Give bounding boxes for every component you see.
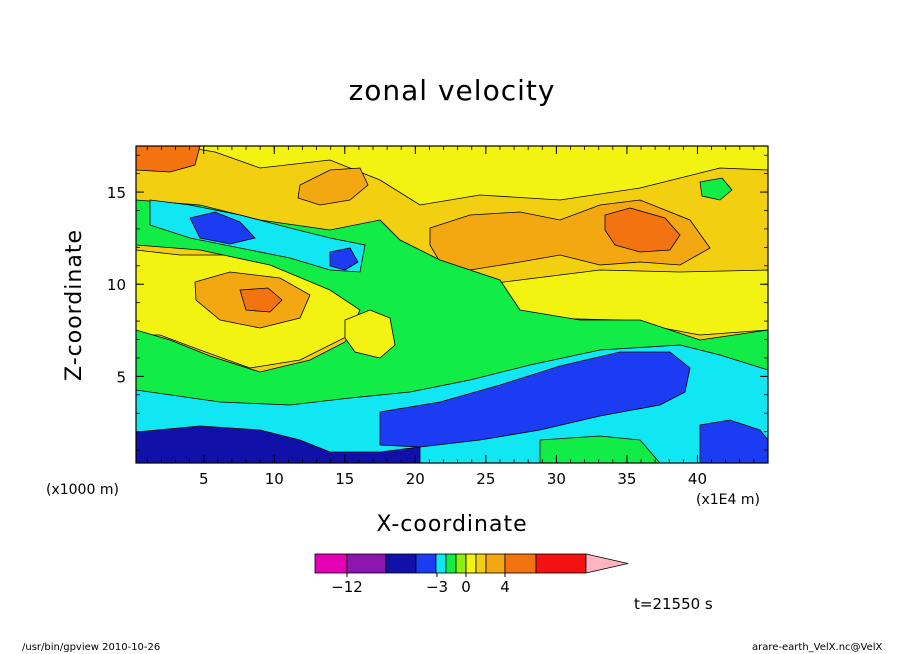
field-band-blue-upper-b [329, 247, 359, 271]
colorbar-swatch [475, 553, 487, 574]
x-tick-label: 30 [547, 470, 566, 488]
field-band-darkblue-bottom [136, 425, 421, 463]
colorbar: −12 −3 0 4 [314, 553, 629, 596]
field-band-darkorange-left [239, 287, 283, 313]
x-axis-label: X-coordinate [376, 512, 528, 537]
y-tick-group: 5 10 15 [107, 154, 768, 451]
colorbar-swatch [415, 553, 437, 574]
x-tick-group: 5 10 15 20 25 30 35 40 [146, 146, 755, 488]
colorbar-label: 0 [461, 578, 471, 596]
colorbar-label: 4 [500, 578, 510, 596]
colorbar-swatch [346, 553, 387, 574]
x-tick-label: 15 [335, 470, 354, 488]
x-secondary-unit-label: (x1E4 m) [696, 492, 760, 508]
colorbar-swatch [385, 553, 417, 574]
colorbar-swatch [504, 553, 537, 574]
time-label: t=21550 s [634, 595, 713, 613]
colorbar-arrow [585, 553, 629, 574]
colorbar-label: −12 [331, 578, 363, 596]
x-tick-label: 25 [476, 470, 495, 488]
colorbar-swatch [485, 553, 506, 574]
field-band-darkorange-b [604, 207, 681, 253]
x-tick-label: 20 [406, 470, 425, 488]
y-tick-label: 5 [116, 368, 126, 386]
x-unit-label: (x1000 m) [46, 482, 119, 498]
colorbar-label: −3 [426, 578, 448, 596]
colorbar-swatch [314, 553, 348, 574]
field-band-green-bottom-right [539, 435, 661, 463]
field-band-green-spot [699, 177, 733, 201]
field-band-blue-bottom-right [699, 419, 768, 463]
field-band-yellow-island [344, 309, 396, 359]
colorbar-swatch [535, 553, 587, 574]
x-tick-label: 35 [617, 470, 636, 488]
footer-right: arare-earth_VelX.nc@VelX [752, 642, 883, 653]
x-tick-label: 40 [688, 470, 707, 488]
contour-field [136, 146, 768, 463]
field-band-blue-lower [379, 351, 691, 448]
footer-left: /usr/bin/gpview 2010-10-26 [22, 642, 161, 653]
colorbar-swatch [455, 553, 467, 574]
y-tick-label: 15 [107, 184, 126, 202]
colorbar-swatch [435, 553, 447, 574]
y-tick-label: 10 [107, 276, 126, 294]
plot-frame [135, 145, 769, 464]
x-tick-label: 10 [265, 470, 284, 488]
field-band-darkorange-corner [136, 146, 201, 173]
colorbar-swatch [465, 553, 477, 574]
field-band-blue-upper-a [189, 211, 256, 245]
colorbar-swatch [445, 553, 457, 574]
field-band-yellow-top [179, 146, 768, 206]
chart-title: zonal velocity [348, 74, 556, 107]
x-tick-label: 5 [199, 470, 209, 488]
field-band-orange-a [297, 167, 369, 206]
